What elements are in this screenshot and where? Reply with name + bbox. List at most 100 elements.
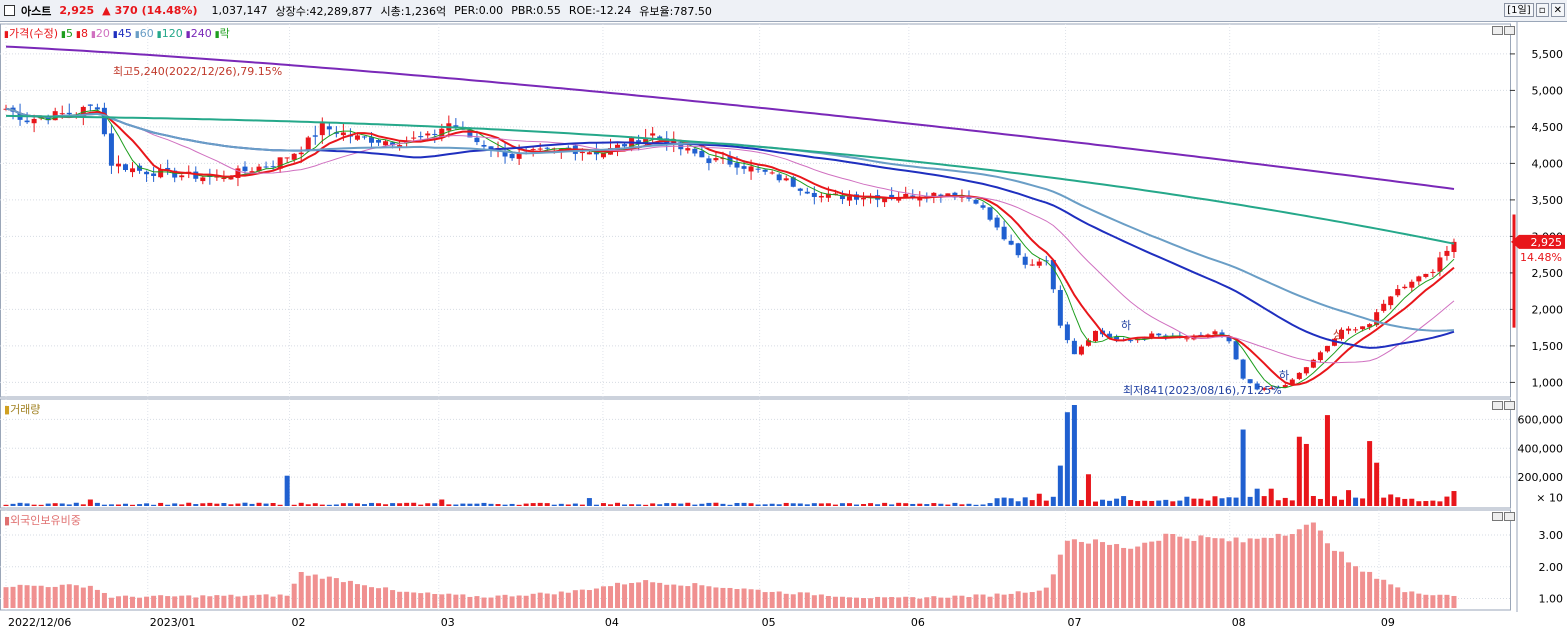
candle-body: [797, 188, 803, 191]
price-tick-label: 1,000: [1532, 376, 1564, 389]
candle-body: [59, 113, 65, 115]
x-axis-label: 02: [292, 616, 306, 629]
volume-bar: [249, 503, 255, 506]
volume-bar: [425, 503, 431, 506]
volume-bar: [10, 503, 16, 506]
candle-body: [144, 171, 150, 175]
volume-bar: [376, 503, 382, 506]
volume-bar: [748, 503, 754, 506]
ma240-line: [5, 45, 1455, 190]
volume-bar: [17, 502, 23, 506]
candle-body: [671, 140, 677, 144]
candle-body: [108, 133, 114, 166]
volume-bar: [354, 503, 360, 506]
volume-bar: [755, 504, 761, 506]
volume-bar: [502, 504, 508, 506]
candle-body: [818, 195, 824, 198]
candle-body: [1324, 345, 1330, 352]
foreign-ratio-bar: [1064, 540, 1070, 608]
foreign-ratio-bar: [1402, 592, 1408, 608]
legend-item-5: ▮60: [134, 27, 154, 40]
volume-bar: [1163, 499, 1169, 506]
candle-body: [1360, 326, 1366, 330]
foreign-ratio-bar: [755, 589, 761, 608]
volume-panel-restore-icon[interactable]: [1492, 401, 1503, 410]
foreign-ratio-bar: [1107, 544, 1113, 608]
price-panel-close-icon[interactable]: [1504, 26, 1515, 35]
volume-bar: [1022, 497, 1028, 506]
volume-bar: [938, 503, 944, 506]
foreign-ratio-bar: [636, 582, 642, 608]
volume-bar: [52, 503, 58, 506]
foreign-ratio-bar: [846, 597, 852, 608]
volume-bar: [397, 503, 403, 506]
foreign-ratio-bar: [1240, 542, 1246, 608]
period-button[interactable]: [1일]: [1504, 3, 1534, 17]
candle-body: [158, 169, 164, 178]
foreign-ratio-bar: [558, 591, 564, 608]
volume-bar: [186, 502, 192, 506]
candle-body: [151, 173, 157, 176]
foreign-ratio-bar: [200, 595, 206, 608]
restore-icon[interactable]: ▫: [1535, 3, 1549, 17]
foreign-ratio-bar: [80, 587, 86, 608]
foreign-legend: ▮외국인보유비중: [4, 514, 81, 527]
volume-panel-close-icon[interactable]: [1504, 401, 1515, 410]
candle-body: [369, 137, 375, 143]
volume-bar: [692, 504, 698, 506]
foreign-ratio-bar: [1409, 591, 1415, 608]
volume-bar: [1430, 500, 1436, 506]
foreign-ratio-bar: [1128, 548, 1134, 608]
foreign-ratio-bar: [910, 597, 916, 608]
foreign-ratio-bar: [256, 594, 262, 608]
foreign-ratio-bar: [460, 594, 466, 608]
per: PER:0.00: [454, 4, 504, 17]
volume-bar: [586, 498, 592, 506]
candle-body: [1289, 379, 1295, 385]
price-tick-label: 5,000: [1532, 84, 1564, 97]
volume-bar: [474, 503, 480, 506]
volume-bar: [1409, 498, 1415, 506]
foreign-ratio-bar: [502, 594, 508, 608]
candle-body: [776, 174, 782, 181]
foreign-ratio-bar: [657, 582, 663, 608]
candle-body: [586, 152, 592, 155]
foreign-ratio-bar: [1177, 536, 1183, 608]
ma20-line: [5, 108, 1455, 364]
limit-down-marker: 하: [1279, 368, 1289, 382]
volume-bar: [319, 504, 325, 506]
candle-body: [277, 157, 283, 169]
candle-body: [1149, 333, 1155, 339]
volume-bar: [875, 504, 881, 506]
foreign-ratio-bar: [326, 576, 332, 608]
foreign-ratio-bar: [1001, 594, 1007, 608]
volume-bar: [1100, 499, 1106, 506]
close-icon[interactable]: ✕: [1550, 3, 1565, 17]
candle-body: [1353, 329, 1359, 331]
price-tick-label: 1,500: [1532, 340, 1564, 353]
volume-bar: [1085, 474, 1091, 506]
volume-bar: [1451, 491, 1457, 506]
candle-body: [1409, 281, 1415, 288]
volume-bar: [720, 503, 726, 506]
foreign-ratio-bar: [31, 585, 37, 608]
select-checkbox[interactable]: [4, 5, 15, 16]
foreign-panel-restore-icon[interactable]: [1492, 512, 1503, 521]
candle-body: [418, 136, 424, 138]
foreign-ratio-bar: [938, 597, 944, 608]
volume-bar: [945, 504, 951, 506]
candle-body: [488, 146, 494, 150]
volume-bar: [832, 504, 838, 506]
volume-bar: [523, 503, 529, 506]
foreign-ratio-bar: [87, 585, 93, 608]
foreign-ratio-bar: [1184, 538, 1190, 608]
candle-body: [200, 177, 206, 182]
foreign-ratio-bar: [66, 584, 72, 608]
price-panel-restore-icon[interactable]: [1492, 26, 1503, 35]
volume-bar: [38, 504, 44, 506]
foreign-ratio-bar: [235, 596, 241, 608]
volume-bar: [565, 504, 571, 506]
candle-body: [1430, 271, 1436, 273]
foreign-panel-close-icon[interactable]: [1504, 512, 1515, 521]
chart-canvas[interactable]: 5,5005,0004,5004,0003,5003,0002,5002,000…: [0, 22, 1567, 630]
